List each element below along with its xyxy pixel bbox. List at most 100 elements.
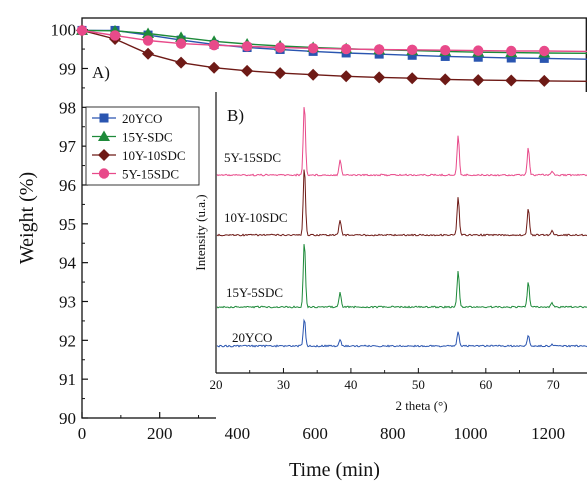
data-point-20yco <box>539 53 549 63</box>
data-point-10y-10sdc <box>472 74 485 87</box>
legend-label: 5Y-15SDC <box>122 167 179 182</box>
x-tick-label: 200 <box>147 424 173 443</box>
inset-axes: 20 30 40 50 60 70 <box>210 92 587 392</box>
diffractogram-line-15y-5sdc <box>216 244 587 309</box>
data-point-10y-10sdc <box>373 71 386 84</box>
inset-x-tick-label: 20 <box>210 377 223 392</box>
data-point-5y-15sdc <box>274 42 286 53</box>
legend-marker <box>99 113 109 123</box>
legend-entry-20yco: 20YCO <box>92 111 162 126</box>
y-tick-label: 96 <box>59 176 76 195</box>
data-point-15y-sdc <box>175 31 188 42</box>
data-point-5y-15sdc <box>373 44 385 55</box>
main-x-axis: 0 200 400 600 800 1000 1200 <box>78 412 565 443</box>
data-point-10y-10sdc <box>340 70 353 83</box>
x-tick-label: 800 <box>380 424 406 443</box>
y-tick-label: 91 <box>59 370 76 389</box>
x-tick-label: 600 <box>302 424 328 443</box>
panel-label-a: A) <box>92 63 110 82</box>
data-point-20yco <box>440 51 450 61</box>
data-point-5y-15sdc <box>208 39 220 51</box>
main-series-layer <box>76 24 587 87</box>
legend-marker <box>98 130 110 141</box>
x-tick-label: 400 <box>225 424 251 443</box>
series-line-5y-15sdc <box>81 29 587 53</box>
data-point-10y-10sdc <box>406 72 419 85</box>
diffractogram-label-20yco: 20YCO <box>232 330 272 345</box>
inset-plot: 5Y-15SDC 10Y-10SDC 15Y-5SDC 20YCO 20 30 40 50 6… <box>193 92 587 419</box>
data-point-15y-sdc <box>142 27 155 39</box>
y-tick-label: 93 <box>59 292 76 311</box>
data-point-10y-10sdc <box>307 68 320 81</box>
legend: 20YCO 15Y-SDC 10Y-10SDC 5Y-15SDC <box>85 106 200 186</box>
inset-x-tick-label: 40 <box>344 377 357 392</box>
data-point-5y-15sdc <box>340 43 352 55</box>
inset-background <box>216 92 587 419</box>
diffractogram-line-20yco <box>216 318 587 348</box>
y-tick-label: 100 <box>51 21 77 40</box>
y-tick-label: 90 <box>59 409 76 428</box>
data-point-5y-15sdc <box>175 38 187 49</box>
data-point-5y-15sdc <box>76 25 88 36</box>
data-point-5y-15sdc <box>109 30 121 41</box>
data-point-10y-10sdc <box>439 73 452 86</box>
diffractogram-10y-10sdc: 10Y-10SDC <box>216 169 587 237</box>
legend-entry-5y-15sdc: 5Y-15SDC <box>92 167 179 182</box>
data-point-10y-10sdc <box>538 74 551 87</box>
data-point-10y-10sdc <box>241 64 254 77</box>
diffractogram-line-5y-15sdc <box>216 107 587 177</box>
inset-x-tick-label: 70 <box>547 377 560 392</box>
y-tick-label: 94 <box>59 254 77 273</box>
diffractogram-line-10y-10sdc <box>216 169 587 237</box>
data-point-5y-15sdc <box>473 45 484 56</box>
diffractogram-5y-15sdc: 5Y-15SDC <box>216 107 587 177</box>
data-point-5y-15sdc <box>506 45 517 57</box>
data-point-10y-10sdc <box>208 61 221 74</box>
data-point-20yco <box>407 50 417 60</box>
diffractogram-20yco: 20YCO <box>216 318 587 348</box>
legend-entry-10y-10sdc: 10Y-10SDC <box>92 148 186 163</box>
inset-y-axis-title: Intensity (u.a.) <box>193 194 208 270</box>
diffractogram-label-5y-15sdc: 5Y-15SDC <box>224 150 281 165</box>
data-point-10y-10sdc <box>175 56 188 69</box>
legend-label: 10Y-10SDC <box>122 148 186 163</box>
diffractogram-label-15y-5sdc: 15Y-5SDC <box>226 285 283 300</box>
data-point-20yco <box>506 53 516 63</box>
y-tick-label: 92 <box>59 331 76 350</box>
data-point-20yco <box>473 52 483 62</box>
series-20yco <box>77 25 587 63</box>
data-point-5y-15sdc <box>241 41 253 52</box>
panel-label-b: B) <box>227 106 244 125</box>
inset-series-layer: 5Y-15SDC 10Y-10SDC 15Y-5SDC 20YCO <box>216 107 587 348</box>
y-tick-label: 97 <box>59 137 77 156</box>
series-line-10y-10sdc <box>81 29 587 82</box>
main-y-axis-title: Weight (%) <box>16 172 38 264</box>
legend-label: 20YCO <box>122 111 162 126</box>
data-point-5y-15sdc <box>307 43 319 54</box>
series-5y-15sdc <box>76 25 587 57</box>
y-tick-label: 99 <box>59 59 76 78</box>
legend-label: 15Y-SDC <box>122 130 173 145</box>
series-line-20yco <box>82 29 587 60</box>
data-point-10y-10sdc <box>505 74 518 87</box>
data-point-5y-15sdc <box>440 45 451 56</box>
x-tick-label: 0 <box>78 424 87 443</box>
data-point-5y-15sdc <box>539 45 550 57</box>
y-tick-label: 98 <box>59 98 76 117</box>
legend-marker <box>98 168 110 179</box>
data-point-5y-15sdc <box>142 35 154 46</box>
legend-entry-15y-sdc: 15Y-SDC <box>92 130 173 145</box>
inset-x-axis-title: 2 theta (°) <box>395 398 447 413</box>
inset-x-tick-label: 30 <box>277 377 290 392</box>
data-point-10y-10sdc <box>274 67 287 80</box>
y-tick-label: 95 <box>59 215 76 234</box>
main-x-axis-title: Time (min) <box>289 459 380 481</box>
legend-marker <box>98 149 110 161</box>
main-plot: 90 91 92 93 94 95 96 97 98 99 100 0 200 400 600 800 100… <box>16 17 587 481</box>
data-point-10y-10sdc <box>142 47 155 60</box>
inset-x-tick-label: 50 <box>412 377 425 392</box>
x-tick-label: 1000 <box>453 424 487 443</box>
x-tick-label: 1200 <box>531 424 565 443</box>
data-point-5y-15sdc <box>406 44 418 56</box>
